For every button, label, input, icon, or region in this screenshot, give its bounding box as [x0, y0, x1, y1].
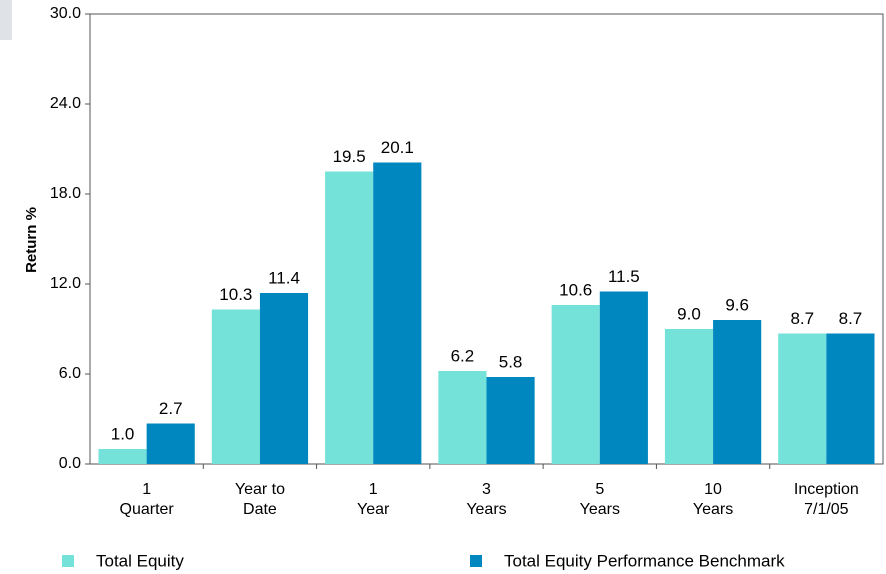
y-tick-label: 24.0: [50, 95, 81, 112]
bar: [259, 293, 309, 464]
y-tick-label: 30.0: [50, 5, 81, 22]
bar: [486, 377, 535, 464]
bar: [211, 309, 260, 464]
data-label: 19.5: [333, 147, 366, 166]
legend-label: Total Equity Performance Benchmark: [504, 551, 785, 570]
bar: [778, 333, 827, 464]
bar: [551, 305, 600, 464]
legend-label: Total Equity: [96, 551, 184, 570]
y-axis-title: Return %: [23, 207, 40, 273]
data-label: 11.5: [608, 267, 640, 286]
bar: [438, 371, 487, 464]
data-label: 9.6: [725, 295, 749, 314]
data-label: 11.4: [268, 268, 300, 287]
data-label: 10.6: [559, 280, 592, 299]
data-label: 2.7: [159, 399, 183, 418]
y-tick-label: 0.0: [59, 455, 81, 472]
data-label: 9.0: [677, 304, 701, 323]
x-tick-label: Inception 7/1/05: [793, 481, 859, 518]
x-tick-label: 1 Quarter: [119, 481, 174, 518]
y-tick-label: 12.0: [50, 275, 81, 292]
x-tick-label: Year to Date: [234, 481, 285, 518]
data-label: 6.2: [451, 346, 475, 365]
x-tick-label: 1 Year: [357, 481, 390, 518]
y-tick-label: 6.0: [59, 365, 81, 382]
bar: [146, 423, 195, 464]
corner-decoration: [0, 0, 12, 40]
bar: [664, 329, 714, 464]
bar: [599, 291, 648, 464]
x-tick-label: 3 Years: [466, 481, 507, 518]
legend-swatch: [470, 555, 482, 567]
data-label: 5.8: [499, 352, 523, 371]
data-label: 8.7: [790, 309, 814, 328]
legend-swatch: [62, 555, 74, 567]
bar: [325, 171, 374, 464]
bar: [98, 449, 147, 464]
x-tick-label: 5 Years: [579, 481, 620, 518]
y-tick-label: 18.0: [50, 185, 81, 202]
x-tick-label: 10 Years: [692, 481, 734, 518]
data-label: 8.7: [839, 309, 863, 328]
data-label: 20.1: [381, 138, 414, 157]
data-label: 1.0: [111, 424, 135, 443]
bar: [373, 162, 422, 464]
data-label: 10.3: [219, 285, 252, 304]
bar: [826, 333, 875, 464]
bar: [713, 320, 762, 464]
